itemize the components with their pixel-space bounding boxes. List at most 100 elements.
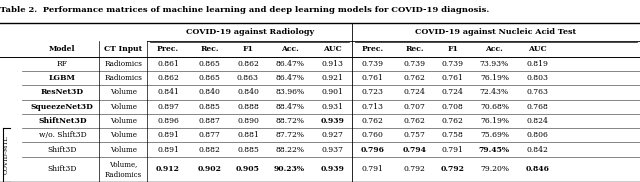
Text: 0.791: 0.791 (442, 146, 464, 154)
Text: 0.901: 0.901 (322, 88, 344, 96)
Text: 0.792: 0.792 (403, 165, 426, 173)
Text: 0.757: 0.757 (403, 131, 426, 139)
Text: Volume: Volume (109, 117, 137, 125)
Text: 0.739: 0.739 (362, 60, 384, 68)
Text: 79.45%: 79.45% (479, 146, 510, 154)
Text: 0.846: 0.846 (525, 165, 550, 173)
Text: Model: Model (49, 45, 76, 53)
Text: Shift3D: Shift3D (47, 165, 77, 173)
Text: 0.885: 0.885 (237, 146, 259, 154)
Text: 0.862: 0.862 (237, 60, 259, 68)
Text: 72.43%: 72.43% (480, 88, 509, 96)
Text: 0.841: 0.841 (157, 88, 179, 96)
Text: 0.885: 0.885 (198, 103, 221, 111)
Text: 88.22%: 88.22% (275, 146, 304, 154)
Text: 0.897: 0.897 (157, 103, 179, 111)
Text: 0.739: 0.739 (442, 60, 464, 68)
Text: Volume: Volume (109, 88, 137, 96)
Text: 0.762: 0.762 (362, 117, 384, 125)
Text: COVID-MTL: COVID-MTL (4, 136, 9, 174)
Text: 0.913: 0.913 (322, 60, 344, 68)
Text: 0.713: 0.713 (362, 103, 384, 111)
Text: 0.890: 0.890 (237, 117, 259, 125)
Text: 0.921: 0.921 (322, 74, 344, 82)
Text: 0.707: 0.707 (403, 103, 426, 111)
Text: 83.96%: 83.96% (275, 88, 304, 96)
Text: 0.931: 0.931 (322, 103, 344, 111)
Text: Volume,
Radiomics: Volume, Radiomics (104, 160, 142, 179)
Text: 87.72%: 87.72% (275, 131, 304, 139)
Text: 86.47%: 86.47% (275, 60, 304, 68)
Text: 0.877: 0.877 (198, 131, 221, 139)
Text: 0.724: 0.724 (442, 88, 464, 96)
Text: Radiomics: Radiomics (104, 74, 142, 82)
Text: 0.865: 0.865 (198, 74, 221, 82)
Text: AUC: AUC (323, 45, 342, 53)
Text: 0.803: 0.803 (527, 74, 548, 82)
Text: LGBM: LGBM (49, 74, 76, 82)
Text: 0.927: 0.927 (322, 131, 344, 139)
Text: 76.19%: 76.19% (480, 117, 509, 125)
Text: Shift3D: Shift3D (47, 146, 77, 154)
Text: 70.68%: 70.68% (480, 103, 509, 111)
Text: 0.861: 0.861 (157, 60, 179, 68)
Text: 0.758: 0.758 (442, 131, 464, 139)
Text: 73.93%: 73.93% (480, 60, 509, 68)
Text: Rec.: Rec. (405, 45, 424, 53)
Text: COVID-19 against Radiology: COVID-19 against Radiology (186, 28, 314, 36)
Text: 0.760: 0.760 (362, 131, 384, 139)
Text: 0.882: 0.882 (198, 146, 221, 154)
Text: RF: RF (57, 60, 68, 68)
Text: 0.902: 0.902 (198, 165, 221, 173)
Text: 0.739: 0.739 (403, 60, 426, 68)
Text: 0.912: 0.912 (156, 165, 180, 173)
Text: w/o. Shift3D: w/o. Shift3D (38, 131, 86, 139)
Text: 0.762: 0.762 (403, 117, 426, 125)
Text: 0.888: 0.888 (237, 103, 259, 111)
Text: Prec.: Prec. (157, 45, 179, 53)
Text: 0.724: 0.724 (403, 88, 426, 96)
Text: 0.824: 0.824 (527, 117, 548, 125)
Text: 0.762: 0.762 (403, 74, 426, 82)
Text: Acc.: Acc. (281, 45, 298, 53)
Text: AUC: AUC (528, 45, 547, 53)
Text: 0.792: 0.792 (441, 165, 465, 173)
Text: 90.23%: 90.23% (274, 165, 305, 173)
Text: 0.891: 0.891 (157, 146, 179, 154)
Text: 0.763: 0.763 (527, 88, 548, 96)
Text: 88.72%: 88.72% (275, 117, 304, 125)
Text: 0.937: 0.937 (322, 146, 344, 154)
Text: 0.862: 0.862 (157, 74, 179, 82)
Text: 0.865: 0.865 (198, 60, 221, 68)
Text: COVID-19 against Nucleic Acid Test: COVID-19 against Nucleic Acid Test (415, 28, 577, 36)
Text: Volume: Volume (109, 131, 137, 139)
Text: 86.47%: 86.47% (275, 74, 304, 82)
Text: 0.761: 0.761 (362, 74, 384, 82)
Text: Rec.: Rec. (200, 45, 219, 53)
Text: F1: F1 (243, 45, 253, 53)
Text: ShiftNet3D: ShiftNet3D (38, 117, 86, 125)
Text: 75.69%: 75.69% (480, 131, 509, 139)
Text: 0.842: 0.842 (527, 146, 548, 154)
Text: 0.768: 0.768 (527, 103, 548, 111)
Text: Table 2.  Performance matrices of machine learning and deep learning models for : Table 2. Performance matrices of machine… (0, 6, 489, 14)
Text: 0.891: 0.891 (157, 131, 179, 139)
Text: 0.794: 0.794 (403, 146, 426, 154)
Text: Acc.: Acc. (486, 45, 503, 53)
Text: 0.881: 0.881 (237, 131, 259, 139)
Text: 0.939: 0.939 (321, 117, 345, 125)
Text: 0.887: 0.887 (198, 117, 221, 125)
Text: 88.47%: 88.47% (275, 103, 304, 111)
Text: Radiomics: Radiomics (104, 60, 142, 68)
Text: 0.840: 0.840 (237, 88, 259, 96)
Text: F1: F1 (447, 45, 458, 53)
Text: CT Input: CT Input (104, 45, 142, 53)
Text: 0.806: 0.806 (527, 131, 548, 139)
Text: SqueezeNet3D: SqueezeNet3D (31, 103, 94, 111)
Text: Prec.: Prec. (362, 45, 384, 53)
Text: 0.708: 0.708 (442, 103, 464, 111)
Text: 0.819: 0.819 (527, 60, 548, 68)
Text: 0.796: 0.796 (361, 146, 385, 154)
Text: ResNet3D: ResNet3D (41, 88, 84, 96)
Text: 0.896: 0.896 (157, 117, 179, 125)
